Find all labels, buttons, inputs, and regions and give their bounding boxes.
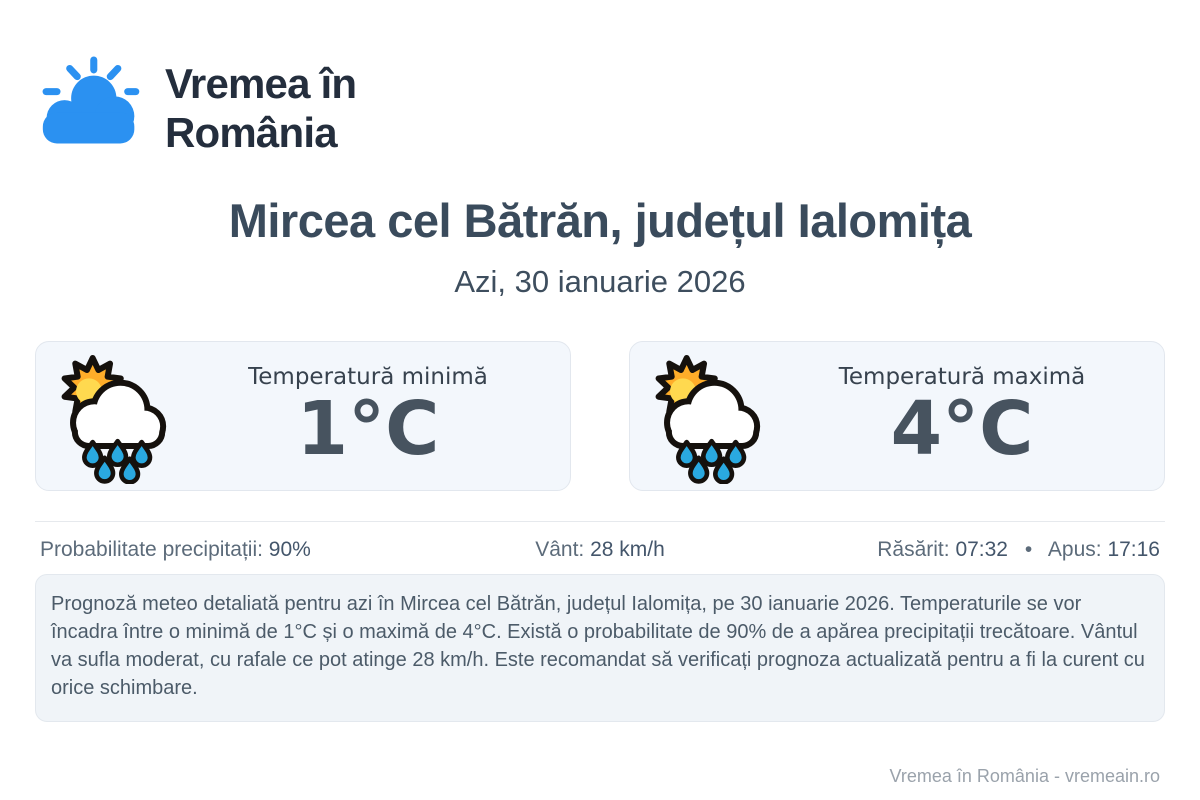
wind-stat: Vânt: 28 km/h [435, 537, 764, 562]
precipitation-label: Probabilitate precipitații: [40, 537, 263, 561]
sunrise-label: Răsărit: [877, 537, 950, 561]
stats-divider [35, 520, 1165, 522]
wind-value: 28 km/h [590, 537, 665, 561]
sunset-label: Apus: [1047, 537, 1102, 561]
cloud-sun-logo-icon [42, 56, 140, 144]
wind-label: Vânt: [535, 537, 585, 561]
site-logo-line2: România [165, 109, 338, 157]
min-temperature-card: Temperatură minimă 1°C [35, 340, 571, 491]
min-temperature-text: Temperatură minimă 1°C [174, 364, 562, 467]
min-temperature-value: 1°C [296, 385, 440, 472]
temperature-cards: Temperatură minimă 1°C Temperatură maxim… [35, 340, 1165, 491]
sun-behind-rain-cloud-icon [52, 354, 174, 484]
max-temperature-text: Temperatură maximă 4°C [768, 364, 1156, 467]
site-logo-text: Vremea în România [165, 59, 357, 157]
sun-behind-rain-cloud-icon [646, 354, 768, 484]
sunset-value: 17:16 [1107, 537, 1160, 561]
forecast-description: Prognoză meteo detaliată pentru azi în M… [35, 573, 1165, 722]
bullet-separator: • [1024, 537, 1033, 561]
min-temperature-label: Temperatură minimă [248, 363, 488, 390]
sunrise-value: 07:32 [955, 537, 1008, 561]
sun-times-stat: Răsărit: 07:32 • Apus: 17:16 [765, 537, 1160, 562]
site-logo: Vremea în România [35, 0, 1165, 157]
site-logo-line1: Vremea în [165, 60, 357, 107]
precipitation-stat: Probabilitate precipitații: 90% [40, 537, 435, 562]
footer-credit-link[interactable]: Vremea în România - vremeain.ro [889, 766, 1160, 786]
date-subtitle: Azi, 30 ianuarie 2026 [454, 263, 746, 299]
max-temperature-label: Temperatură maximă [838, 363, 1086, 390]
precipitation-value: 90% [268, 537, 311, 561]
stats-row: Probabilitate precipitații: 90% Vânt: 28… [35, 522, 1165, 562]
max-temperature-card: Temperatură maximă 4°C [629, 340, 1165, 491]
page-title: Mircea cel Bătrăn, județul Ialomița [228, 194, 972, 248]
max-temperature-value: 4°C [890, 385, 1034, 472]
